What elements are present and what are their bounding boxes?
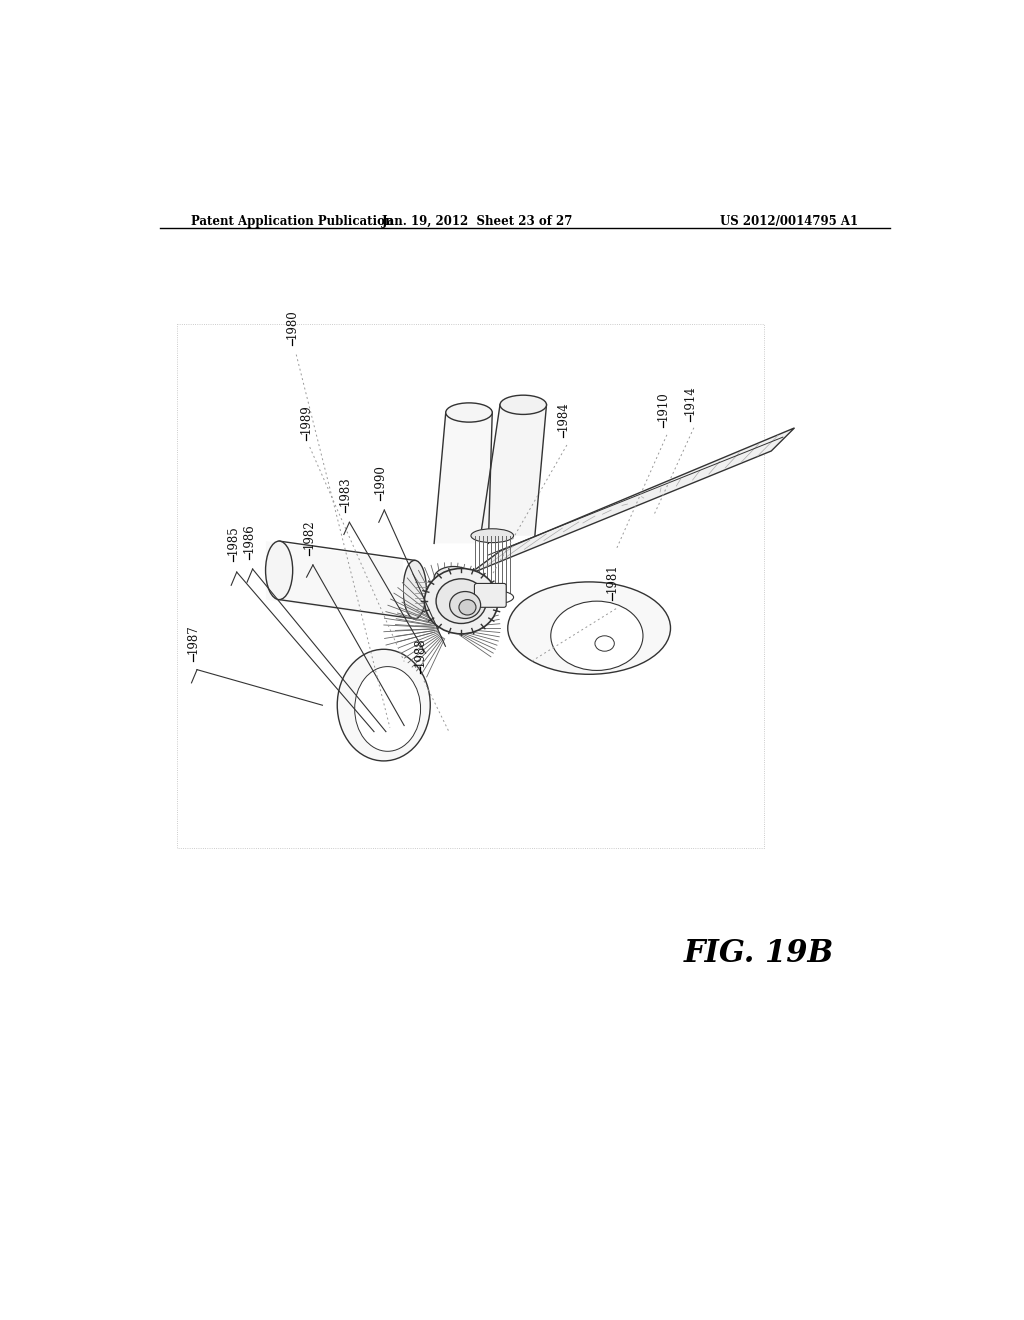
Text: 1989: 1989 [299,404,312,434]
Ellipse shape [500,395,547,414]
Text: 1984: 1984 [556,401,569,430]
Text: FIG. 19B: FIG. 19B [684,937,834,969]
Polygon shape [469,428,795,574]
Ellipse shape [265,541,293,599]
Ellipse shape [471,590,514,605]
Text: 1980: 1980 [286,310,299,339]
Ellipse shape [424,569,498,634]
Text: Patent Application Publication: Patent Application Publication [191,215,394,228]
Ellipse shape [459,599,476,615]
Text: 1982: 1982 [302,519,315,549]
Polygon shape [266,541,403,619]
FancyBboxPatch shape [474,583,506,607]
Text: 1910: 1910 [656,391,670,421]
Ellipse shape [354,667,421,751]
Ellipse shape [337,649,430,760]
Text: 1981: 1981 [605,564,618,594]
Text: 1986: 1986 [242,523,255,553]
Text: 1988: 1988 [414,638,427,667]
Ellipse shape [436,578,486,623]
Ellipse shape [445,403,493,422]
Ellipse shape [471,529,514,543]
Ellipse shape [434,566,473,590]
Text: 1983: 1983 [339,477,352,506]
Ellipse shape [450,591,480,619]
Polygon shape [434,412,493,544]
Text: 1985: 1985 [226,525,240,554]
Ellipse shape [403,560,426,619]
Ellipse shape [508,582,671,675]
Text: 1987: 1987 [186,624,200,655]
Text: 1914: 1914 [683,385,696,414]
Text: Jan. 19, 2012  Sheet 23 of 27: Jan. 19, 2012 Sheet 23 of 27 [382,215,572,228]
Text: US 2012/0014795 A1: US 2012/0014795 A1 [720,215,858,228]
Polygon shape [480,405,547,536]
Text: 1990: 1990 [374,463,387,494]
Ellipse shape [595,636,614,651]
Ellipse shape [551,601,643,671]
